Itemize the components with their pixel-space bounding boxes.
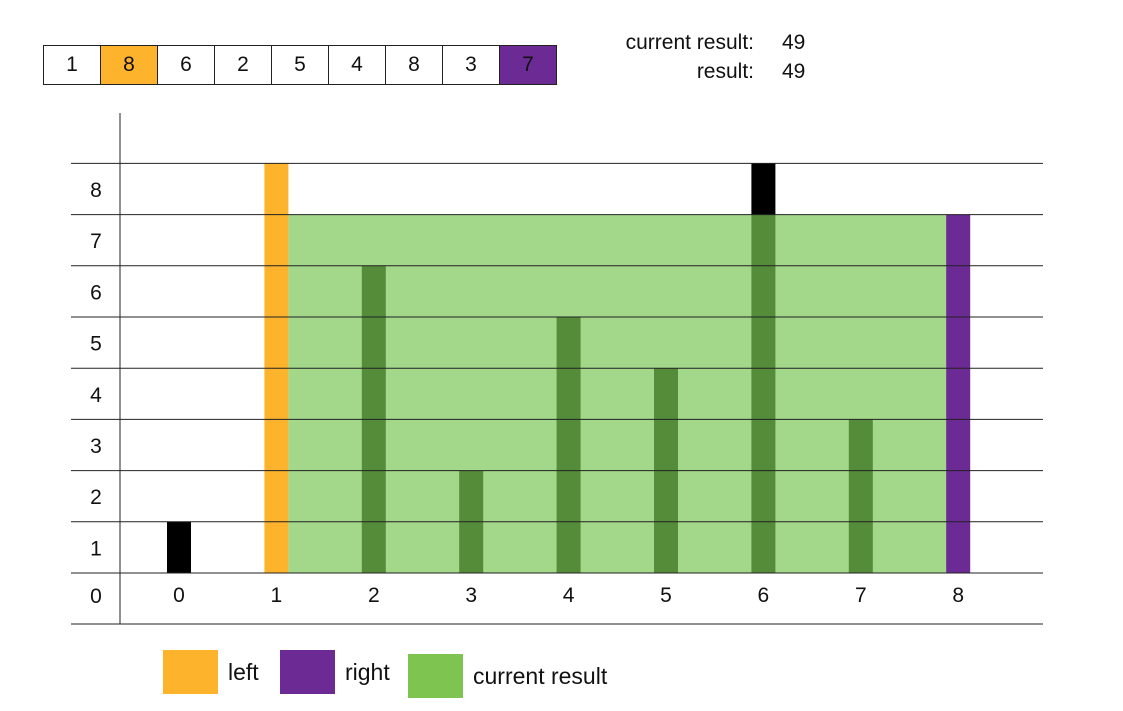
legend-left-swatch — [163, 650, 218, 694]
y-tick-label-2: 2 — [90, 486, 102, 509]
array-cell-1: 8 — [100, 45, 158, 85]
y-tick-label-4: 4 — [90, 384, 102, 407]
x-tick-label-3: 3 — [465, 584, 477, 607]
array-cell-4: 5 — [271, 45, 329, 85]
current-result-label: current result: — [625, 31, 754, 54]
stats-panel: current result: 49 result: 49 — [560, 28, 842, 86]
current-result-row: current result: 49 — [560, 28, 842, 57]
current-result-value: 49 — [782, 31, 806, 54]
y-tick-label-0: 0 — [90, 585, 102, 608]
bar-7 — [848, 419, 873, 573]
x-tick-label-8: 8 — [952, 584, 964, 607]
y-tick-label-5: 5 — [90, 333, 102, 356]
array-cell-8: 7 — [499, 45, 557, 85]
bar-6 — [751, 214, 776, 573]
x-tick-label-5: 5 — [660, 584, 672, 607]
result-value: 49 — [782, 60, 806, 83]
bar-overflow-6 — [751, 163, 776, 215]
legend-left: left — [163, 650, 259, 694]
legend-current-result: current result — [408, 654, 607, 698]
y-tick-label-8: 8 — [90, 179, 102, 202]
array-cell-6: 8 — [385, 45, 443, 85]
legend-right: right — [280, 650, 390, 694]
result-row: result: 49 — [560, 57, 842, 86]
legend-current-result-swatch — [408, 654, 463, 698]
x-tick-label-4: 4 — [563, 584, 575, 607]
y-tick-label-6: 6 — [90, 281, 102, 304]
array-cell-7: 3 — [442, 45, 500, 85]
current-result-area — [288, 214, 959, 573]
legend-right-label: right — [345, 658, 390, 685]
x-tick-label-2: 2 — [368, 584, 380, 607]
y-tick-label-7: 7 — [90, 230, 102, 253]
bar-4 — [556, 317, 581, 573]
x-tick-label-6: 6 — [758, 584, 770, 607]
bar-0 — [167, 521, 191, 573]
x-tick-label-0: 0 — [173, 584, 185, 607]
result-label: result: — [696, 60, 754, 83]
x-tick-label-7: 7 — [855, 584, 867, 607]
x-tick-label-1: 1 — [271, 584, 283, 607]
y-tick-label-1: 1 — [90, 537, 102, 560]
array-cell-0: 1 — [43, 45, 101, 85]
legend-left-label: left — [228, 658, 259, 685]
legend-right-swatch — [280, 650, 335, 694]
legend-current-result-label: current result — [473, 662, 608, 689]
array-cell-5: 4 — [328, 45, 386, 85]
y-tick-label-3: 3 — [90, 435, 102, 458]
bar-8 — [946, 214, 971, 573]
